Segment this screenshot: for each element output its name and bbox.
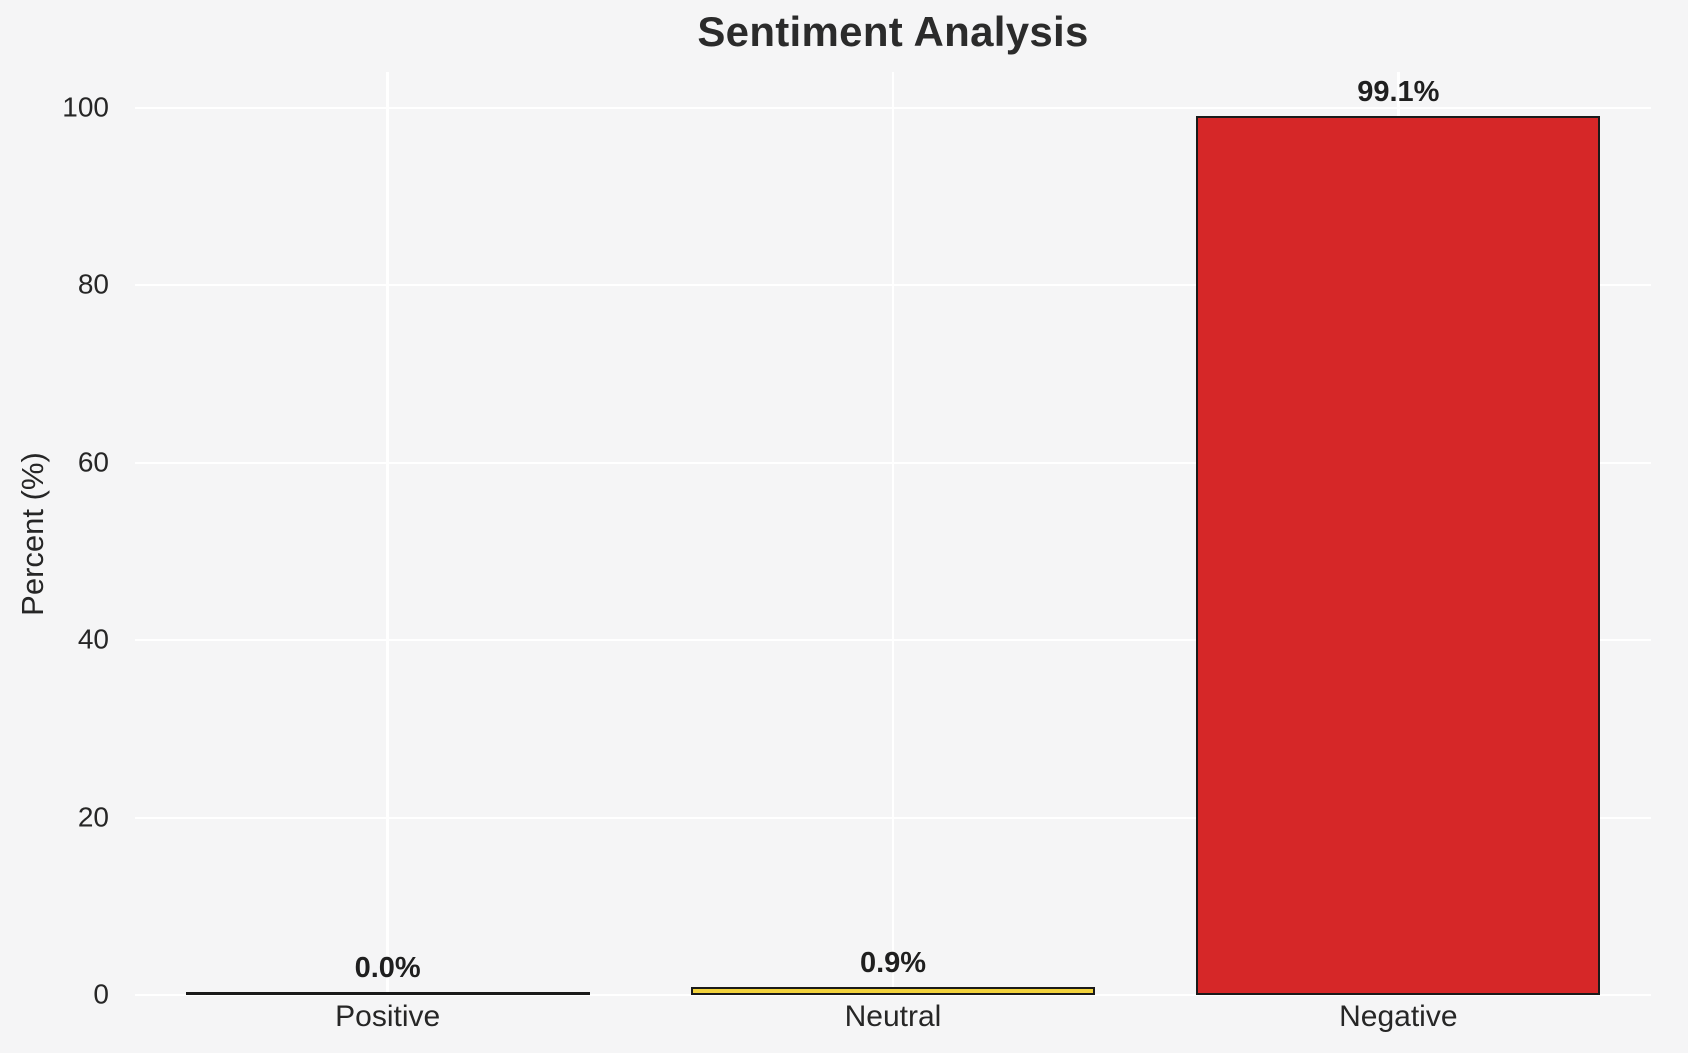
y-tick-label: 20 <box>77 800 109 832</box>
y-gridline <box>135 994 1651 996</box>
x-gridline <box>386 72 389 995</box>
x-tick-label-positive: Positive <box>335 1000 441 1033</box>
x-gridline <box>891 72 895 995</box>
y-tick-label: 100 <box>62 90 109 122</box>
x-tick-label-neutral: Neutral <box>844 1000 942 1033</box>
x-tick-label-negative: Negative <box>1339 1000 1458 1033</box>
bar-neutral <box>690 987 1096 995</box>
y-tick-label: 0 <box>93 978 109 1010</box>
y-tick-label: 60 <box>77 445 109 477</box>
y-tick-label: 80 <box>77 268 109 300</box>
chart-title: Sentiment Analysis <box>697 8 1089 55</box>
bar-negative <box>1196 115 1601 995</box>
y-tick-label: 40 <box>77 623 109 655</box>
bar-value-label: 0.9% <box>859 947 927 980</box>
bar-value-label: 0.0% <box>354 952 421 984</box>
plot-area: 0.0% 0.9% 99.1% <box>135 72 1651 996</box>
bar-value-label: 99.1% <box>1357 75 1440 108</box>
bar-positive <box>185 992 590 995</box>
